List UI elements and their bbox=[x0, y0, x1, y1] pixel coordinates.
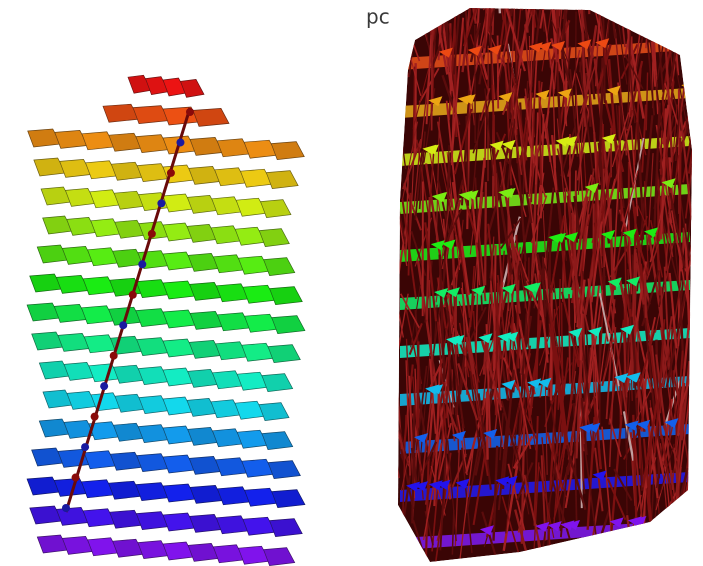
fiber bbox=[680, 138, 681, 237]
node bbox=[72, 474, 80, 482]
fiber bbox=[569, 294, 570, 384]
fiber bbox=[603, 169, 604, 267]
node bbox=[110, 352, 118, 360]
fiber bbox=[575, 11, 576, 118]
node bbox=[62, 504, 70, 512]
node bbox=[167, 169, 175, 177]
node bbox=[119, 321, 127, 329]
node bbox=[148, 230, 156, 238]
node bbox=[91, 413, 99, 421]
fiber bbox=[661, 130, 662, 174]
node bbox=[81, 443, 89, 451]
fiber bbox=[487, 392, 488, 460]
fiber bbox=[581, 313, 582, 360]
node bbox=[138, 260, 146, 268]
fiber bbox=[620, 377, 621, 423]
node bbox=[186, 108, 194, 116]
node bbox=[100, 382, 108, 390]
scene: pc bbox=[0, 0, 703, 566]
fiber bbox=[485, 182, 486, 285]
node bbox=[129, 291, 137, 299]
label: pc bbox=[366, 5, 390, 29]
node bbox=[176, 138, 184, 146]
fiber bbox=[485, 100, 486, 168]
page: pc (() => { const data = JSON.parse(docu… bbox=[0, 0, 703, 566]
dense-model bbox=[384, 0, 703, 566]
fiber bbox=[645, 274, 646, 318]
node bbox=[157, 199, 165, 207]
fiber bbox=[418, 341, 419, 427]
